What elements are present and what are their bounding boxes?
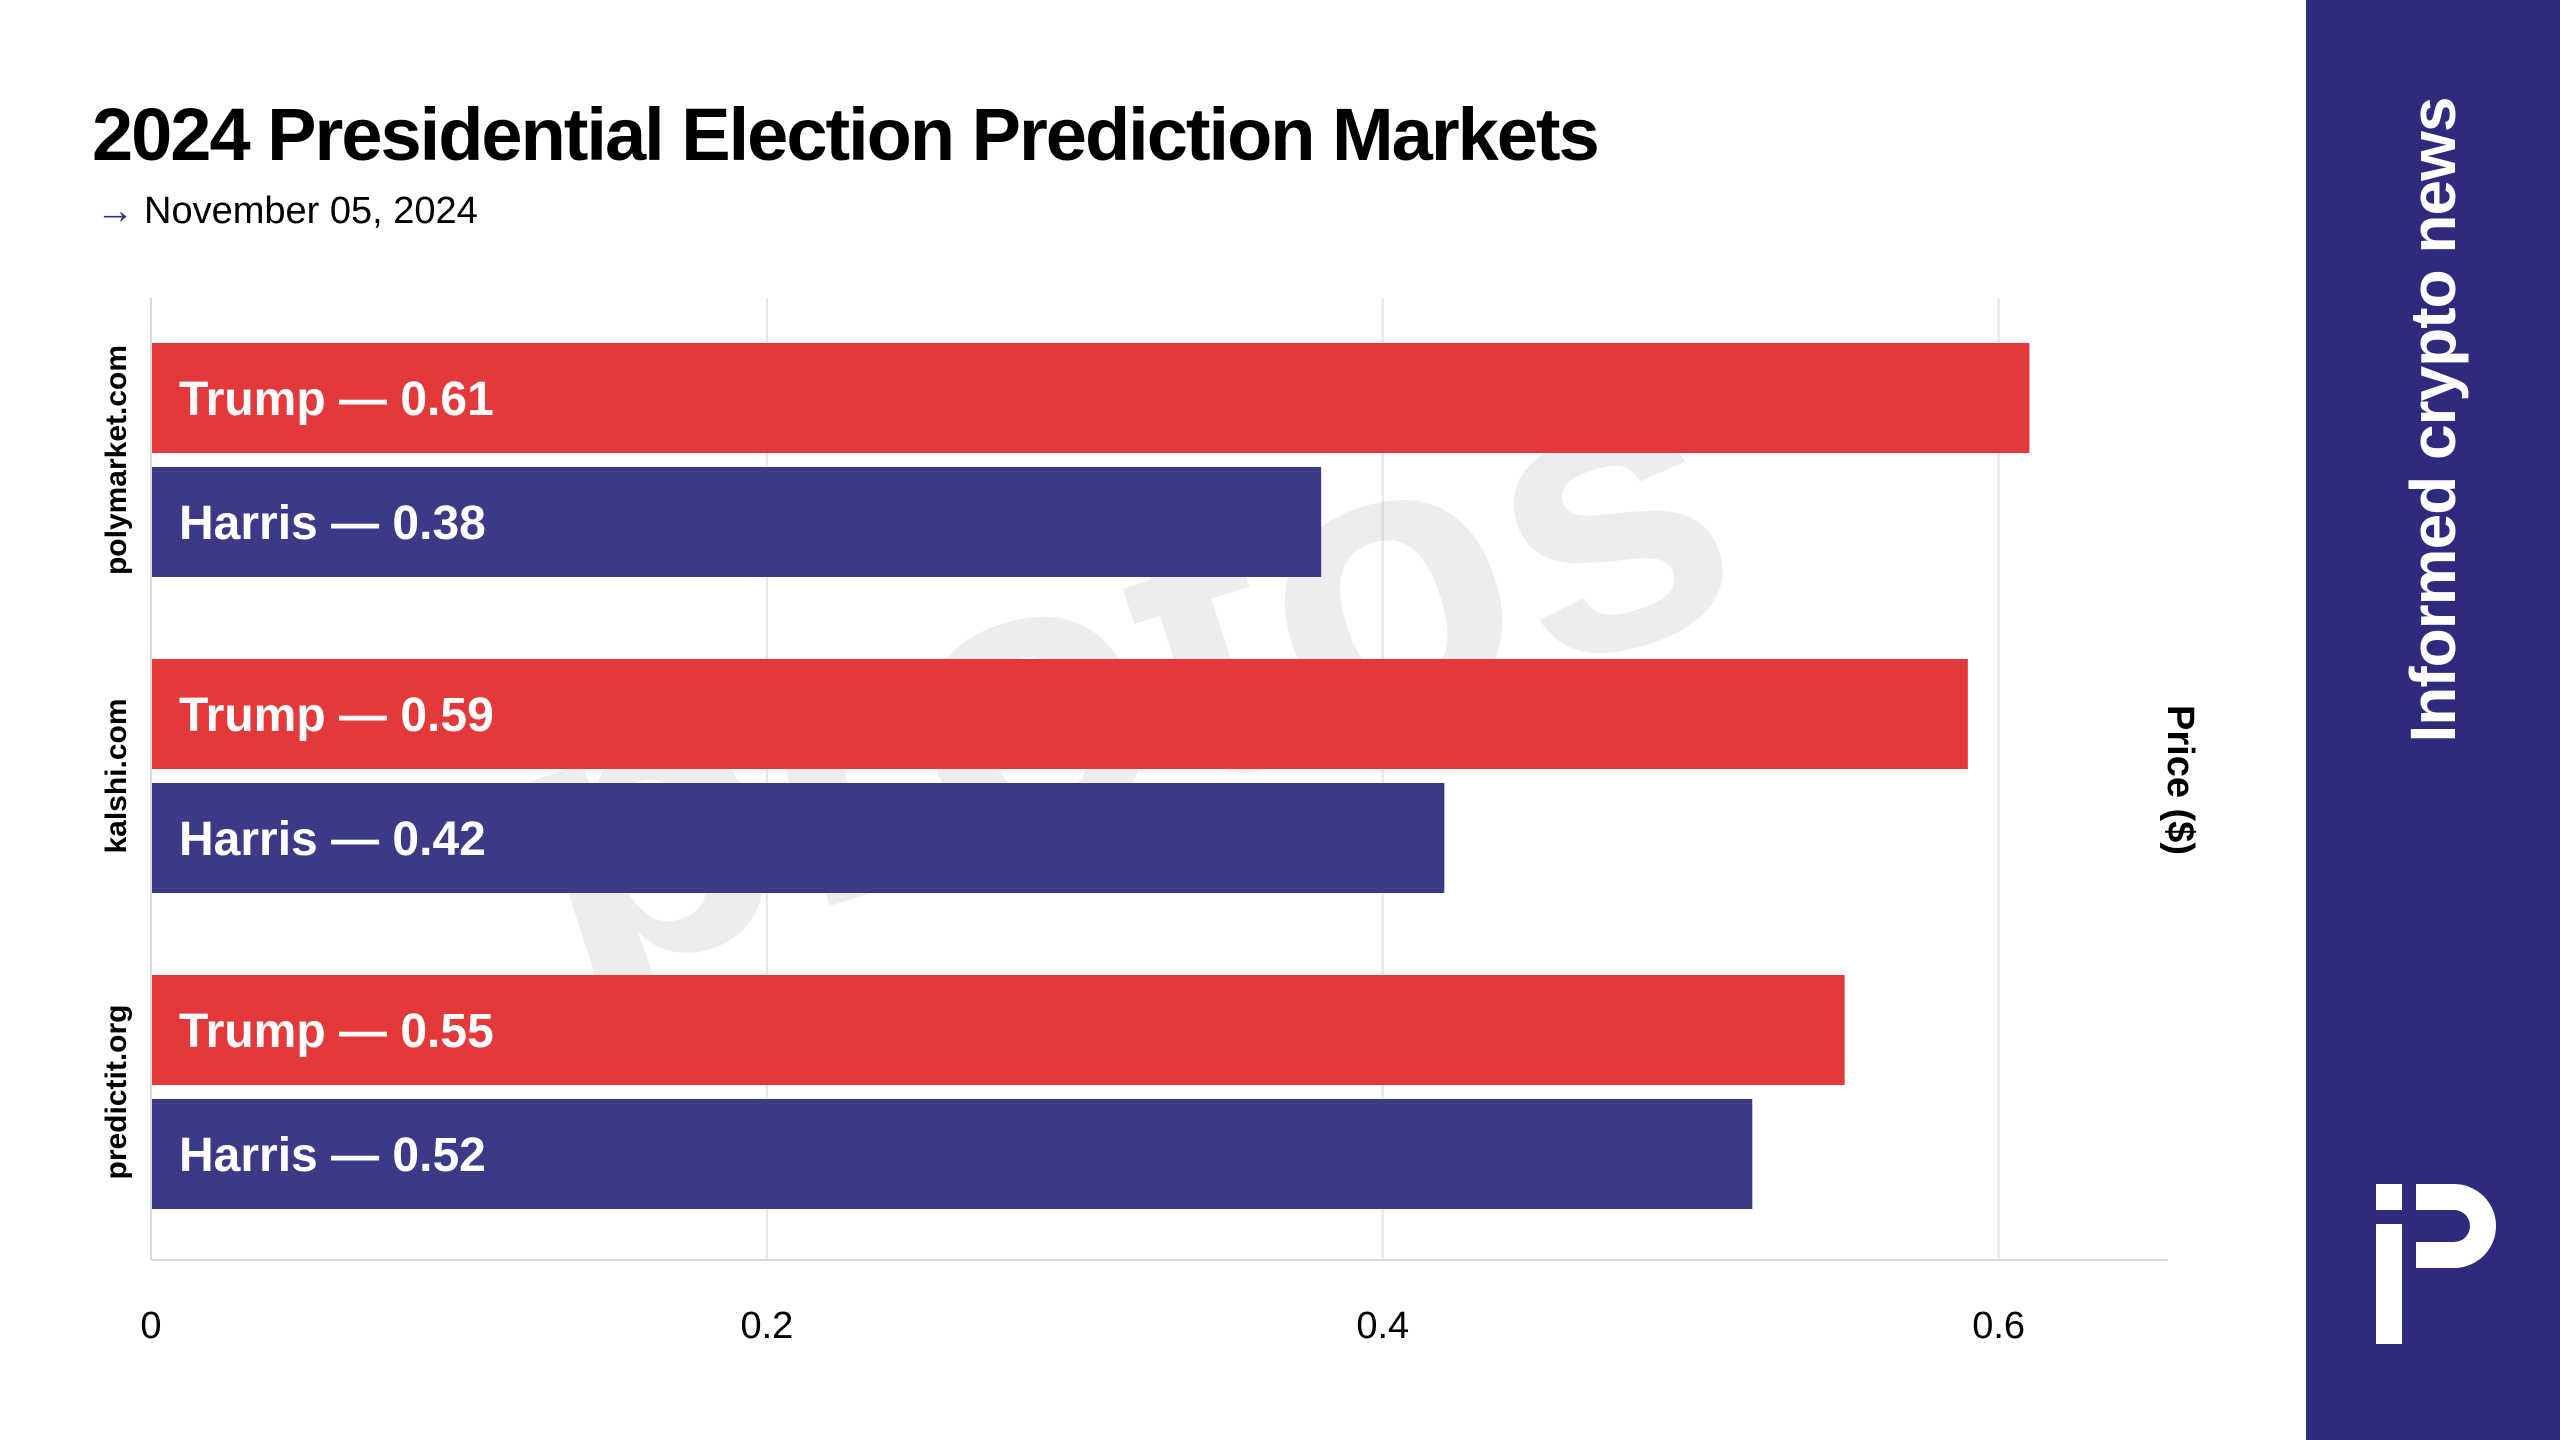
bar-data-label: Harris — 0.42 (179, 813, 486, 866)
x-tick-label: 0 (140, 1305, 161, 1347)
bar (151, 467, 1322, 577)
chart-title: 2024 Presidential Election Prediction Ma… (92, 93, 1600, 176)
bar-data-label: Trump — 0.55 (179, 1005, 494, 1058)
bar (151, 343, 2030, 453)
x-tick-label: 0.2 (740, 1305, 793, 1347)
bar (151, 975, 1845, 1085)
bars (151, 343, 2030, 1209)
bar (151, 783, 1445, 893)
price-axis-label: Price ($) (2159, 705, 2201, 855)
x-tick-label: 0.6 (1972, 1305, 2025, 1347)
date-label: November 05, 2024 (144, 190, 478, 232)
tagline: Informed crypto news (2397, 97, 2469, 743)
bar-data-label: Trump — 0.61 (179, 373, 494, 426)
chart-subtitle: → November 05, 2024 (96, 192, 478, 230)
bar (151, 659, 1968, 769)
y-category-label: kalshi.com (100, 698, 133, 853)
bar-data-label: Harris — 0.38 (179, 497, 486, 550)
arrow-right-icon: → (96, 190, 134, 232)
bar-data-label: Trump — 0.59 (179, 689, 494, 742)
y-category-label: predictit.org (100, 1004, 133, 1179)
bar (151, 1099, 1753, 1209)
protos-logo-icon (2376, 1184, 2496, 1344)
x-tick-label: 0.4 (1356, 1305, 1409, 1347)
bar-labels: Trump — 0.61 Harris — 0.38 Trump — 0.59 Har… (179, 373, 494, 1182)
y-category-label: polymarket.com (100, 345, 133, 575)
bar-data-label: Harris — 0.52 (179, 1129, 486, 1182)
axes: 0 0.2 0.4 0.6 polymarket.com kalshi.com predic… (100, 298, 2201, 1347)
